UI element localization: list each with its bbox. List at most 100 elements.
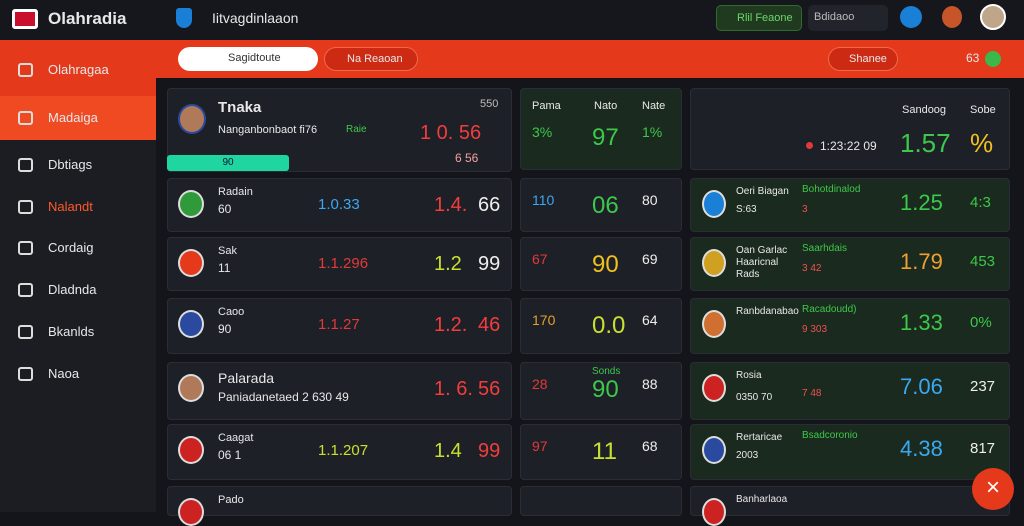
club-tag: Bsadcoronio: [802, 430, 858, 441]
club-odd[interactable]: 1.33: [900, 310, 943, 335]
odds-value[interactable]: 80: [642, 192, 658, 208]
odd-b[interactable]: 1.4.: [434, 194, 468, 216]
team-badge: [178, 190, 204, 218]
market-card[interactable]: [690, 298, 1010, 354]
sidebar-item[interactable]: Madaiga: [48, 110, 98, 125]
toolbar: Sagidtoute Na Reaoan Shanee 63: [0, 40, 1024, 78]
club-pct: 4:3: [970, 194, 991, 211]
market-card[interactable]: [690, 424, 1010, 480]
sidebar-icon: [18, 367, 33, 381]
odds-value[interactable]: 3%: [532, 124, 553, 140]
search-input[interactable]: Sagidtoute: [178, 47, 318, 71]
odds-value[interactable]: 69: [642, 251, 658, 267]
odds-value[interactable]: 67: [532, 251, 548, 267]
sidebar-item[interactable]: Dladnda: [48, 282, 97, 297]
odd-a[interactable]: 1.0.33: [318, 196, 360, 213]
sidebar-icon: [18, 111, 33, 125]
club-odd[interactable]: 7.06: [900, 374, 943, 399]
club-sub: S:63: [736, 204, 757, 215]
market-card[interactable]: [690, 486, 1010, 516]
odds-value[interactable]: 90: [592, 251, 619, 278]
club-pill: 9 303: [802, 324, 828, 335]
app-icon[interactable]: [900, 6, 922, 28]
odds-value[interactable]: 28: [532, 376, 548, 392]
club-odd[interactable]: 1.79: [900, 249, 943, 274]
odds-card: [520, 362, 682, 420]
club-badge: [702, 374, 726, 402]
sidebar-item[interactable]: Olahragaa: [48, 62, 109, 77]
sidebar-item[interactable]: Naoa: [48, 366, 80, 381]
odd-b[interactable]: 1. 6.: [434, 378, 473, 400]
header-title: Iitvagdinlaaon: [212, 10, 299, 26]
team-name: Radain: [218, 186, 253, 198]
match-card[interactable]: [167, 237, 512, 291]
odd-c[interactable]: 56: [478, 378, 501, 400]
odd-b[interactable]: 1.2.: [434, 314, 468, 336]
logo-flag[interactable]: [12, 9, 38, 29]
filter-button[interactable]: Na Reaoan: [324, 47, 418, 71]
sidebar-item[interactable]: Bkanlds: [48, 324, 95, 339]
odds-card: [520, 88, 682, 170]
odd-b[interactable]: 1.4: [434, 440, 462, 462]
odds-value[interactable]: 1%: [642, 124, 663, 140]
club-pill: 3 42: [802, 263, 822, 274]
odds-value[interactable]: 90: [592, 376, 619, 403]
odds-value[interactable]: 06: [592, 192, 619, 219]
odds-value[interactable]: 97: [592, 124, 619, 151]
odds-value[interactable]: 110: [532, 192, 555, 208]
odd-c[interactable]: 99: [478, 440, 501, 462]
brand[interactable]: Olahradia: [48, 9, 127, 28]
odds-value[interactable]: 170: [532, 312, 556, 328]
match-card[interactable]: [167, 362, 512, 420]
club-odd[interactable]: 1.25: [900, 190, 943, 215]
close-button[interactable]: ×: [972, 468, 1014, 510]
team-badge: [178, 104, 206, 134]
sidebar-item[interactable]: Cordaig: [48, 240, 94, 255]
market-card[interactable]: [690, 362, 1010, 420]
odd-b[interactable]: 1.2: [434, 253, 462, 275]
club-odd[interactable]: 4.38: [900, 436, 943, 461]
odd-c[interactable]: 66: [478, 194, 501, 216]
odds-card: [520, 237, 682, 291]
team-name: Tnaka: [218, 99, 262, 116]
odd-a[interactable]: 1.1.27: [318, 316, 360, 333]
odds-card: [520, 178, 682, 232]
match-card[interactable]: [167, 178, 512, 232]
team-name: Caagat: [218, 432, 254, 444]
club-name: Rertaricae: [736, 432, 783, 443]
sidebar-item[interactable]: Nalandt: [48, 199, 93, 214]
odd-a[interactable]: 1.1.207: [318, 442, 369, 459]
sidebar-icon: [18, 200, 33, 214]
club-pct: 817: [970, 440, 996, 457]
odds-value[interactable]: 0.0: [592, 312, 626, 339]
status-dot: [985, 51, 1001, 67]
club-tag: Saarhdais: [802, 243, 848, 254]
share-button[interactable]: Shanee: [828, 47, 898, 71]
match-card[interactable]: [167, 298, 512, 354]
market-odd[interactable]: 1.57: [900, 128, 951, 158]
odds-value[interactable]: 64: [642, 312, 658, 328]
odds-value[interactable]: 68: [642, 438, 658, 454]
avatar[interactable]: [980, 4, 1006, 30]
odd-c[interactable]: 99: [478, 253, 501, 275]
match-card[interactable]: [167, 424, 512, 480]
match-card[interactable]: [167, 486, 512, 516]
odds-value[interactable]: 11: [592, 438, 617, 465]
odds-value[interactable]: 97: [532, 438, 548, 454]
account-button[interactable]: Bdidaoo: [808, 5, 888, 31]
market-card[interactable]: [690, 237, 1010, 291]
market-card[interactable]: [690, 178, 1010, 232]
team-name: Sak: [218, 245, 237, 257]
odd-a[interactable]: 1.1.296: [318, 255, 369, 272]
team-name: Caoo: [218, 306, 245, 318]
sidebar-item[interactable]: Dbtiags: [48, 157, 93, 172]
club-sub: 2003: [736, 450, 759, 461]
team-icon[interactable]: [942, 6, 962, 28]
team-sub: 60: [218, 202, 232, 216]
top-bar: Olahradia Iitvagdinlaaon Rlil Feaone Bdi…: [0, 0, 1024, 40]
odds-value[interactable]: 88: [642, 376, 658, 392]
odd-c[interactable]: 46: [478, 314, 501, 336]
club-badge: [702, 436, 726, 464]
live-button[interactable]: Rlil Feaone: [716, 5, 802, 31]
